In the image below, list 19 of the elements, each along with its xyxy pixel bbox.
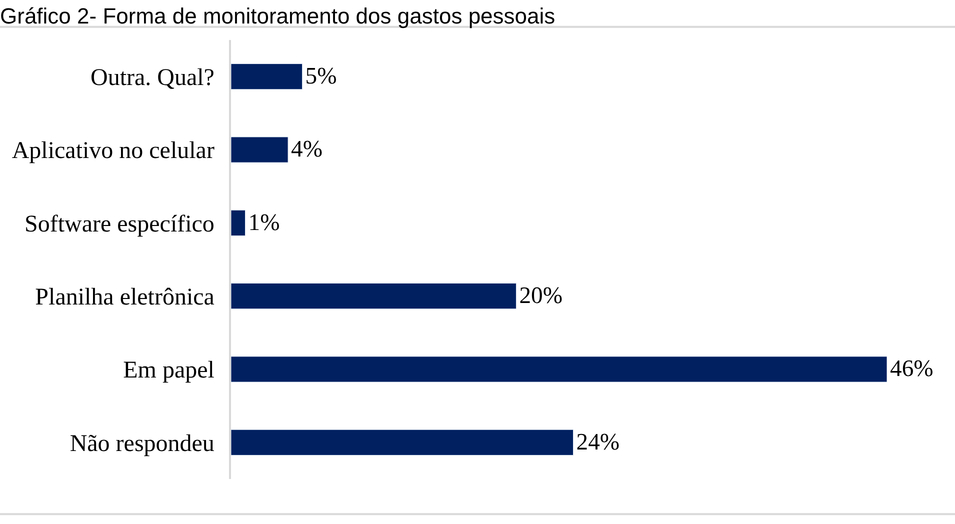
y-tick-label: Outra. Qual? — [90, 64, 214, 91]
chart-title: Gráfico 2- Forma de monitoramento dos gastos pessoais — [0, 3, 556, 28]
data-label: 5% — [305, 63, 337, 90]
bar — [231, 356, 887, 382]
bar — [231, 210, 246, 236]
bar — [231, 283, 516, 310]
data-label: 1% — [248, 210, 280, 236]
y-tick-label: Não respondeu — [70, 430, 214, 457]
y-tick-label: Planilha eletrônica — [35, 284, 215, 310]
data-label: 20% — [519, 282, 563, 309]
bar — [231, 136, 288, 163]
bar — [231, 429, 574, 456]
data-label: 46% — [890, 356, 934, 382]
bar — [231, 64, 303, 90]
y-tick-label: Aplicativo no celular — [12, 138, 214, 164]
y-tick-label: Em papel — [123, 358, 215, 384]
y-tick-label: Software específico — [24, 211, 214, 238]
data-label: 4% — [291, 136, 323, 163]
data-label: 24% — [576, 429, 620, 456]
